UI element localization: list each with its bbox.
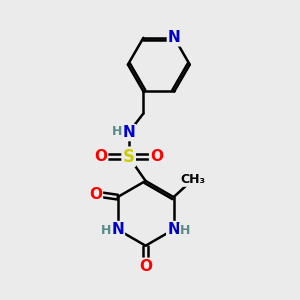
Text: H: H: [112, 124, 123, 138]
Text: H: H: [180, 224, 190, 237]
Text: N: N: [122, 125, 135, 140]
Text: O: O: [150, 149, 163, 164]
Text: H: H: [101, 224, 112, 237]
Text: S: S: [123, 148, 135, 166]
Text: CH₃: CH₃: [180, 173, 205, 186]
Text: O: O: [89, 187, 102, 202]
Text: N: N: [111, 222, 124, 237]
Text: N: N: [168, 30, 181, 45]
Text: O: O: [94, 149, 107, 164]
Text: O: O: [139, 259, 152, 274]
Text: N: N: [167, 222, 180, 237]
